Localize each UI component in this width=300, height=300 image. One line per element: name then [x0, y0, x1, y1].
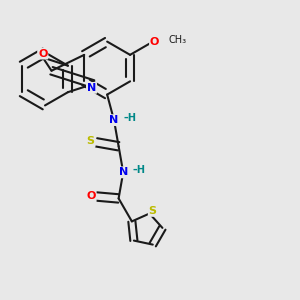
Text: S: S	[149, 206, 157, 216]
Text: –H: –H	[124, 112, 137, 123]
Text: N: N	[110, 115, 118, 125]
Text: O: O	[38, 49, 47, 58]
Text: O: O	[150, 37, 159, 46]
Text: N: N	[118, 167, 128, 177]
Text: O: O	[86, 191, 96, 202]
Text: –H: –H	[133, 165, 146, 176]
Text: CH₃: CH₃	[169, 35, 187, 45]
Text: S: S	[87, 136, 94, 146]
Text: N: N	[87, 83, 96, 93]
